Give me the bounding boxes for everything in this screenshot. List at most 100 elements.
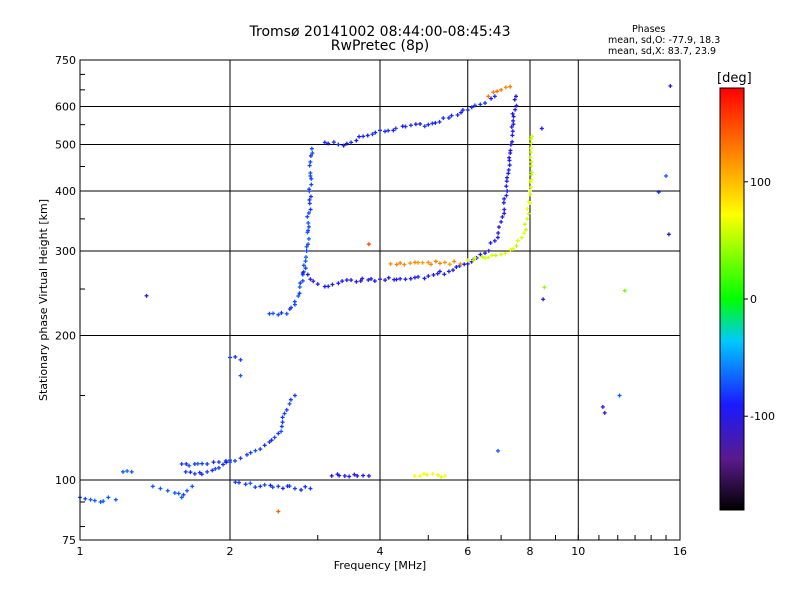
trace-point (280, 486, 285, 491)
trace-point (326, 141, 331, 146)
trace-point (526, 199, 531, 204)
trace-point (528, 150, 533, 155)
trace-point (361, 473, 366, 478)
trace-point (528, 179, 533, 184)
trace-point (253, 485, 258, 490)
isolated-point (495, 448, 500, 453)
trace-point (228, 355, 232, 360)
trace-point (211, 460, 216, 465)
isolated-point (238, 373, 243, 378)
trace-point (188, 470, 193, 475)
trace-point (465, 261, 470, 266)
axis-ticks: 1 2 4 6 8 10 16 75 100 200 300 400 500 600 750 (55, 54, 687, 558)
trace-point (349, 278, 354, 283)
trace-point (344, 141, 349, 146)
trace-point (309, 146, 314, 151)
colorbar-tick-label: -100 (750, 410, 775, 423)
trace-point (508, 148, 513, 153)
trace-point (299, 487, 304, 492)
isolated-point (144, 293, 149, 298)
trace-point (308, 486, 313, 491)
isolated-point (539, 126, 544, 131)
trace-point (465, 258, 470, 263)
trace-point (446, 115, 451, 120)
trace-point (307, 187, 312, 192)
trace-point (360, 276, 365, 281)
trace-point (394, 262, 399, 267)
trace-point (303, 259, 308, 264)
trace-point (522, 222, 527, 227)
trace-point (435, 473, 440, 478)
trace-point (442, 272, 447, 277)
trace-point (488, 240, 493, 245)
trace-point (276, 312, 281, 317)
trace-point (408, 123, 413, 128)
trace-point (416, 260, 421, 265)
chart-title: Tromsø 20141002 08:44:00-08:45:43 (249, 24, 511, 40)
trace-point (480, 254, 485, 259)
trace-point (308, 153, 313, 158)
trace-point (305, 214, 310, 219)
data-points (78, 84, 673, 514)
trace-point (280, 420, 285, 425)
trace-point (486, 248, 491, 253)
trace-point (495, 235, 500, 240)
trace-point (529, 159, 534, 164)
trace-point (165, 488, 170, 493)
trace-point (308, 207, 313, 212)
trace-point (398, 261, 403, 266)
trace-point (205, 469, 210, 474)
trace-point (237, 480, 242, 485)
colorbar (720, 88, 744, 510)
trace-point (326, 284, 331, 289)
trace-point (176, 491, 181, 496)
trace-point (511, 114, 516, 119)
y-tick-label: 750 (55, 54, 76, 67)
trace-point (416, 274, 421, 279)
trace-point (462, 262, 467, 267)
trace-point (430, 471, 435, 476)
trace-point (199, 472, 204, 477)
y-tick-label: 75 (62, 534, 76, 547)
trace-point (276, 431, 281, 436)
trace-point (469, 105, 474, 110)
trace-point (510, 133, 515, 138)
trace-point (501, 200, 506, 205)
trace-point (248, 481, 253, 486)
trace-point (403, 124, 408, 129)
trace-point (292, 299, 297, 304)
trace-point (342, 473, 347, 478)
y-tick-label: 100 (55, 474, 76, 487)
trace-point (426, 122, 431, 127)
trace-point (499, 219, 504, 224)
phases-stats-o-mode: mean, sd,O: -77.9, 18.3 (608, 35, 721, 46)
trace-point (113, 497, 118, 502)
trace-point (106, 495, 111, 500)
trace-point (213, 466, 218, 471)
trace-point (308, 277, 313, 282)
trace-point (478, 102, 483, 107)
trace-point (505, 189, 510, 194)
trace-point (418, 121, 423, 126)
trace-point (421, 471, 426, 476)
colorbar-ticks: 100 0 -100 (744, 176, 775, 423)
trace-point (452, 259, 457, 264)
trace-point (238, 357, 243, 362)
trace-point (121, 469, 126, 474)
trace-point (442, 260, 447, 265)
trace-point (289, 305, 294, 310)
trace-point (441, 116, 446, 121)
y-tick-label: 600 (55, 101, 76, 114)
trace-point (306, 236, 311, 241)
isolated-point (622, 288, 627, 293)
trace-point (386, 128, 391, 133)
trace-point (511, 118, 516, 123)
trace-point (304, 249, 309, 254)
trace-point (183, 469, 188, 474)
trace-point (184, 461, 189, 466)
trace-point (514, 103, 519, 108)
trace-point (309, 176, 314, 181)
trace-point (529, 177, 534, 182)
trace-point (272, 435, 277, 440)
trace-point (503, 85, 508, 90)
